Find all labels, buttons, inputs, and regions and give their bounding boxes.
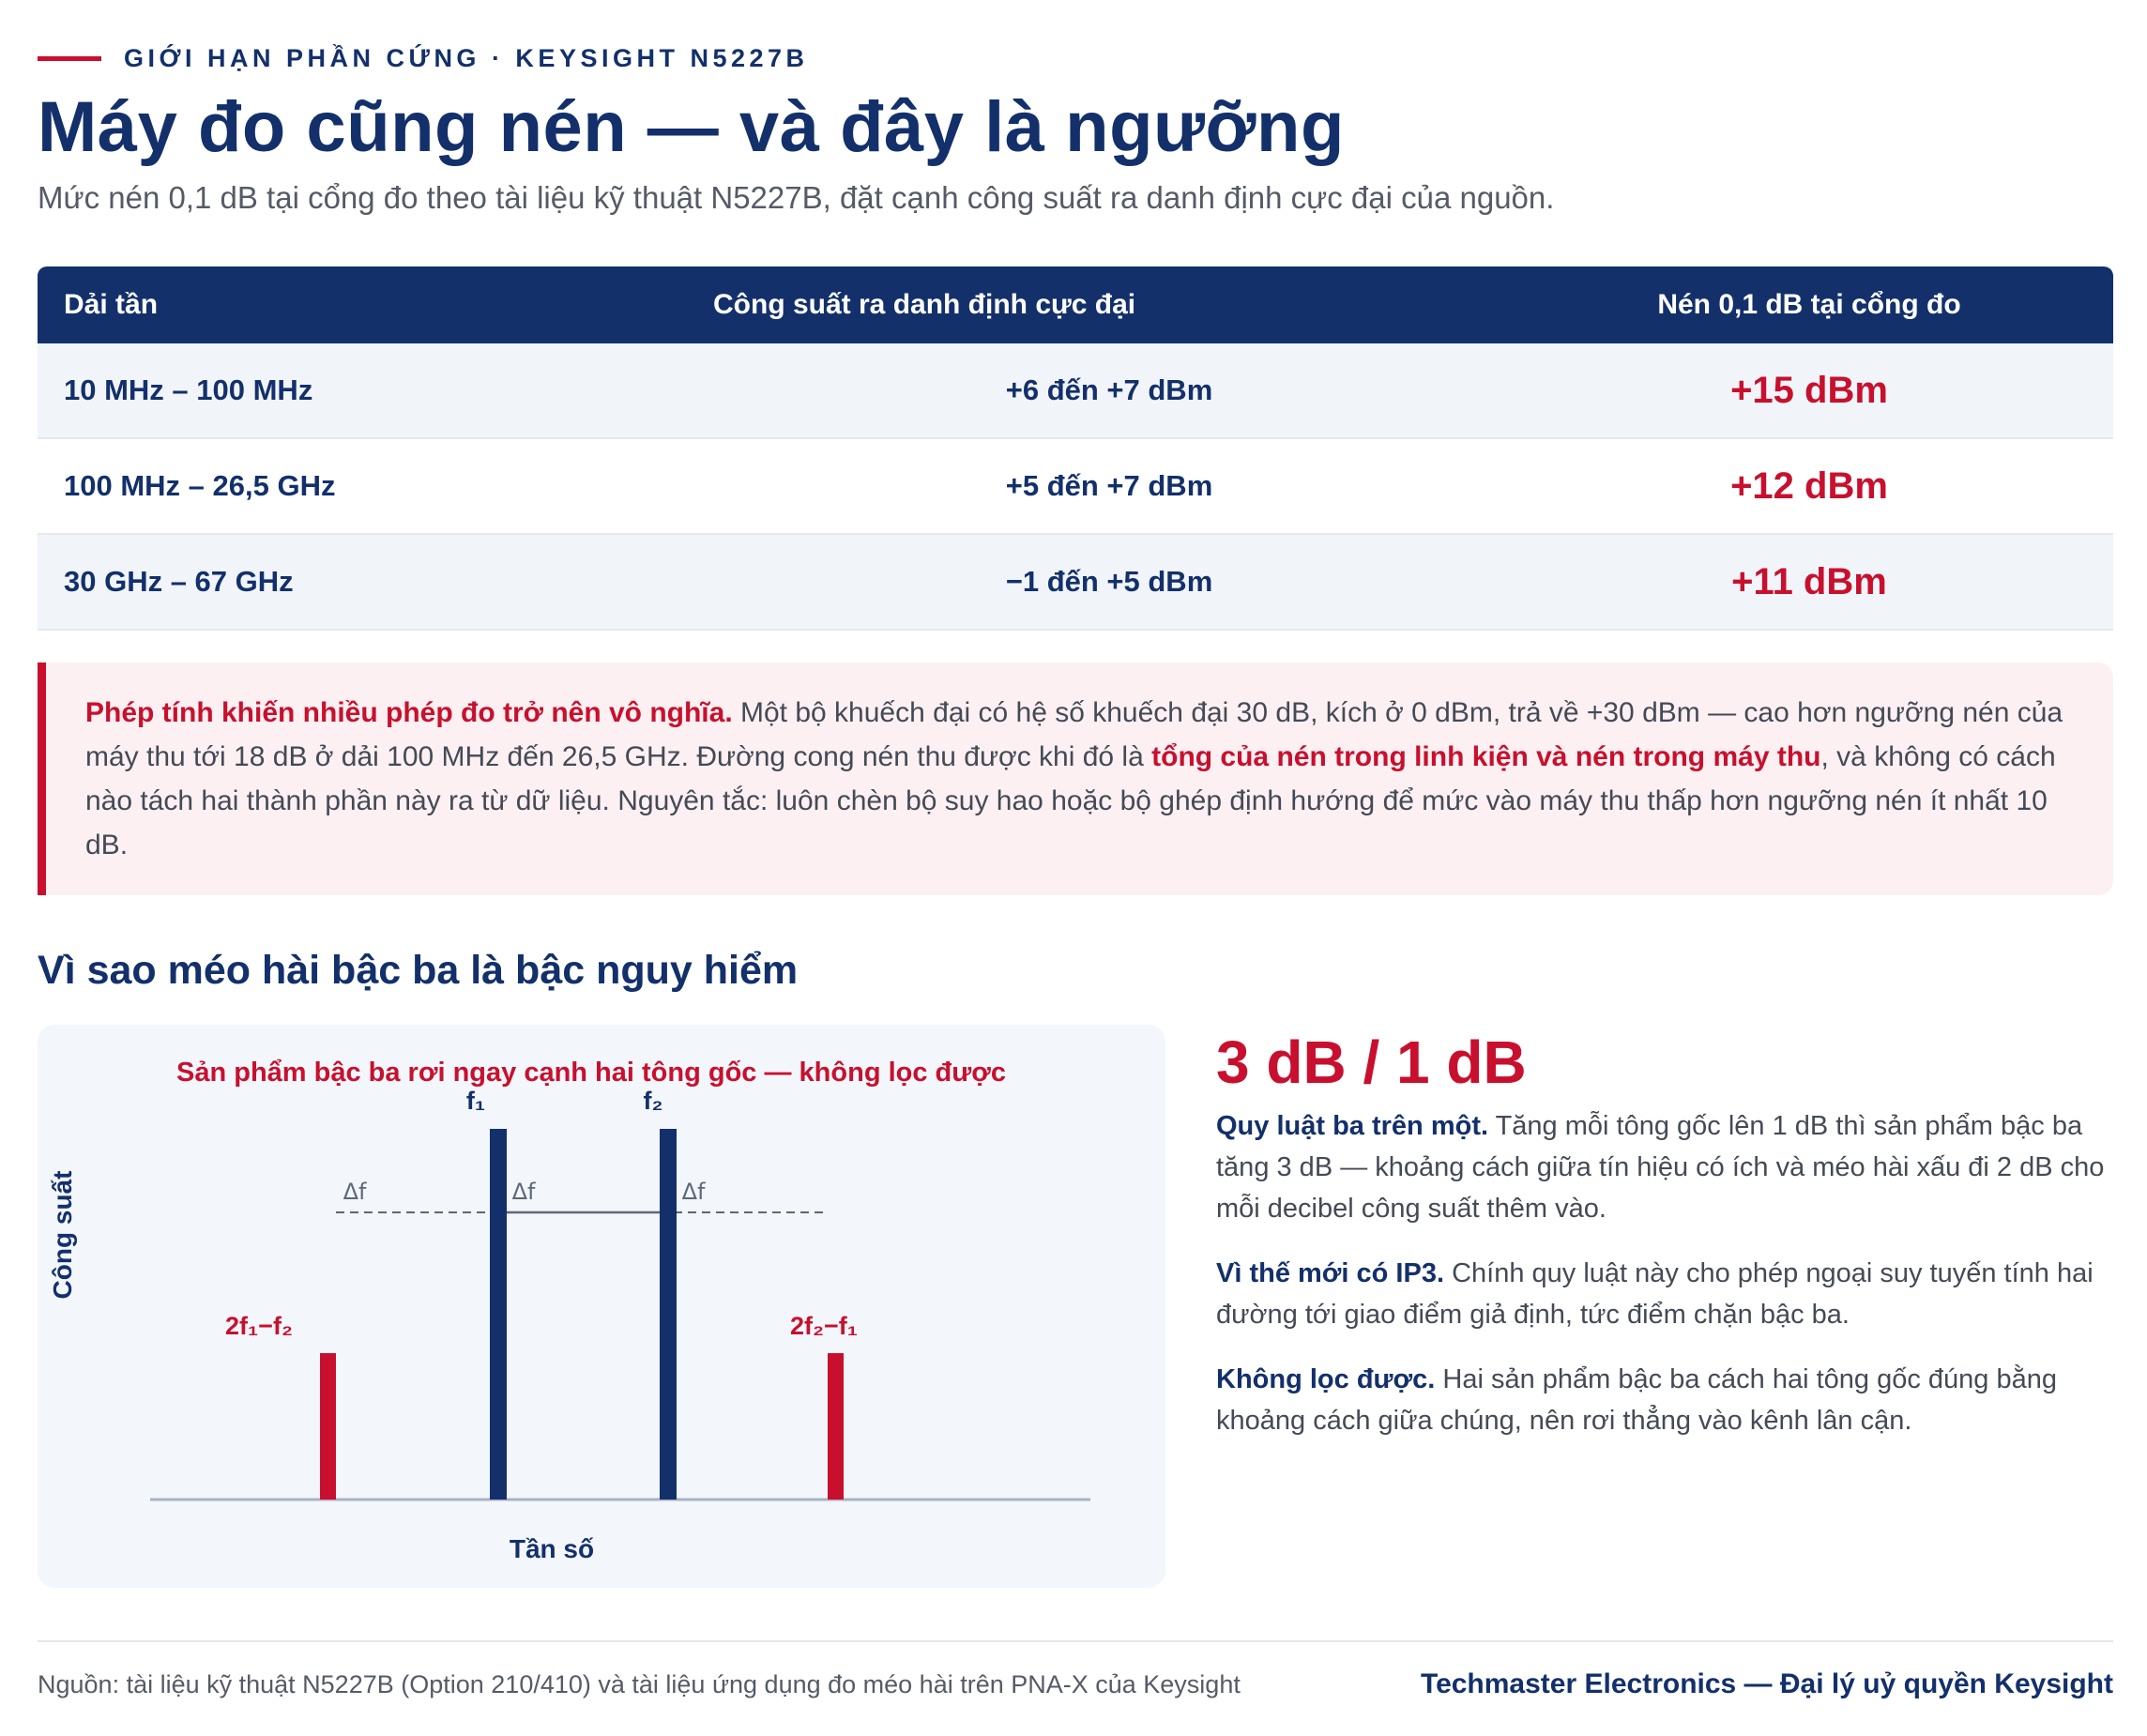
rule-paragraph-3: Không lọc được. Hai sản phẩm bậc ba cách… bbox=[1216, 1359, 2113, 1441]
section-title: Vì sao méo hài bậc ba là bậc nguy hiểm bbox=[38, 948, 799, 993]
table-row: 30 GHz – 67 GHz −1 đến +5 dBm +11 dBm bbox=[38, 535, 2113, 631]
intermod-diagram: Sản phẩm bậc ba rơi ngay cạnh hai tông g… bbox=[38, 1025, 1165, 1588]
cell-output-power: −1 đến +5 dBm bbox=[1005, 565, 1213, 598]
table-header: Dải tần Công suất ra danh định cực đại N… bbox=[38, 266, 2113, 343]
cell-compression: +12 dBm bbox=[1730, 464, 1888, 507]
delta-f-label-right: Δf bbox=[682, 1179, 706, 1205]
cell-frequency-range: 100 MHz – 26,5 GHz bbox=[64, 469, 336, 502]
table-row: 100 MHz – 26,5 GHz +5 đến +7 dBm +12 dBm bbox=[38, 439, 2113, 535]
page-subtitle: Mức nén 0,1 dB tại cổng đo theo tài liệu… bbox=[38, 180, 1555, 215]
diagram-caption: Sản phẩm bậc ba rơi ngay cạnh hai tông g… bbox=[176, 1058, 1006, 1088]
rule-paragraph-3-text: Hai sản phẩm bậc ba cách hai tông gốc đú… bbox=[1216, 1364, 2057, 1436]
cell-frequency-range: 30 GHz – 67 GHz bbox=[64, 565, 294, 598]
eyebrow: GIỚI HẠN PHẦN CỨNG · KEYSIGHT N5227B bbox=[38, 41, 809, 75]
header-frequency-range: Dải tần bbox=[64, 289, 159, 320]
cell-compression: +11 dBm bbox=[1731, 560, 1887, 602]
cell-frequency-range: 10 MHz – 100 MHz bbox=[64, 373, 313, 406]
footer-brand: Techmaster Electronics — Đại lý uỷ quyền… bbox=[1420, 1668, 2113, 1699]
im-right-label: 2f₂−f₁ bbox=[790, 1312, 858, 1340]
eyebrow-accent-bar bbox=[38, 55, 101, 61]
tone-f1-bar bbox=[490, 1129, 507, 1500]
header-compression: Nén 0,1 dB tại cổng đo bbox=[1657, 289, 1961, 320]
page-title: Máy đo cũng nén — và đây là ngưỡng bbox=[38, 87, 1345, 167]
header-max-output-power: Công suất ra danh định cực đại bbox=[713, 289, 1505, 321]
rule-paragraph-1-lead: Quy luật ba trên một. bbox=[1216, 1111, 1489, 1141]
rule-explanation: 3 dB / 1 dB Quy luật ba trên một. Tăng m… bbox=[1216, 1025, 2113, 1441]
spec-table: Dải tần Công suất ra danh định cực đại N… bbox=[38, 266, 2113, 631]
im-left-label: 2f₁−f₂ bbox=[225, 1312, 293, 1340]
im-product-left-bar bbox=[320, 1353, 336, 1500]
callout-emphasis: tổng của nén trong linh kiện và nén tron… bbox=[1151, 741, 1821, 772]
cell-output-power: +5 đến +7 dBm bbox=[1005, 469, 1213, 502]
warning-callout: Phép tính khiến nhiều phép đo trở nên vô… bbox=[38, 662, 2113, 895]
tone-f1-label: f₁ bbox=[466, 1087, 485, 1115]
eyebrow-text: GIỚI HẠN PHẦN CỨNG · KEYSIGHT N5227B bbox=[124, 43, 809, 72]
table-row: 10 MHz – 100 MHz +6 đến +7 dBm +15 dBm bbox=[38, 343, 2113, 439]
footer-source: Nguồn: tài liệu kỹ thuật N5227B (Option … bbox=[38, 1670, 1241, 1698]
y-axis-label: Công suất bbox=[48, 1171, 77, 1300]
delta-f-label-left: Δf bbox=[343, 1179, 367, 1205]
cell-compression: +15 dBm bbox=[1730, 369, 1888, 411]
rule-paragraph-3-lead: Không lọc được. bbox=[1216, 1364, 1436, 1394]
rule-headline: 3 dB / 1 dB bbox=[1216, 1028, 1527, 1096]
callout-text-1: Một bộ khuếch đại có hệ số khuếch đại 30… bbox=[85, 697, 2063, 772]
delta-f-label-center: Δf bbox=[512, 1179, 536, 1205]
callout-lead: Phép tính khiến nhiều phép đo trở nên vô… bbox=[85, 697, 733, 728]
rule-paragraph-2-text: Chính quy luật này cho phép ngoại suy tu… bbox=[1216, 1258, 2094, 1330]
tone-f2-label: f₂ bbox=[644, 1087, 663, 1115]
rule-paragraph-1-text: Tăng mỗi tông gốc lên 1 dB thì sản phẩm … bbox=[1216, 1111, 2105, 1224]
rule-paragraph-1: Quy luật ba trên một. Tăng mỗi tông gốc … bbox=[1216, 1105, 2113, 1229]
cell-output-power: +6 đến +7 dBm bbox=[1005, 373, 1213, 406]
rule-paragraph-2-lead: Vì thế mới có IP3. bbox=[1216, 1258, 1445, 1288]
intermod-diagram-svg: Sản phẩm bậc ba rơi ngay cạnh hai tông g… bbox=[48, 1058, 1090, 1563]
tone-f2-bar bbox=[660, 1129, 677, 1500]
rule-paragraph-2: Vì thế mới có IP3. Chính quy luật này ch… bbox=[1216, 1253, 2113, 1335]
im-product-right-bar bbox=[828, 1353, 844, 1500]
callout-text-2: , và không có cách nào tách hai thành ph… bbox=[85, 741, 2056, 860]
header-max-output-power-label: Công suất ra danh định cực đại bbox=[713, 289, 1136, 320]
footer-divider bbox=[38, 1640, 2113, 1642]
x-axis-label: Tần số bbox=[510, 1534, 594, 1563]
